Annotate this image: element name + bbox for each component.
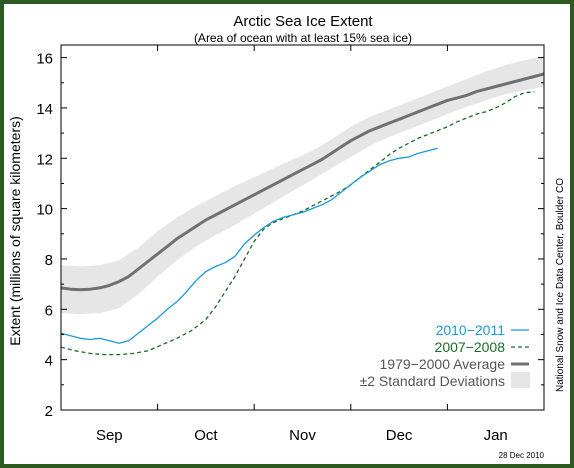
legend-label-3: ±2 Standard Deviations [360,373,505,389]
y-tick-label: 4 [45,353,53,370]
plot-border [60,44,545,411]
series-line-1 [60,90,535,356]
date-stamp: 28 Dec 2010 [499,451,545,460]
y-tick-label: 8 [45,252,53,269]
chart-subtitle: (Area of ocean with at least 15% sea ice… [194,31,412,45]
y-tick-label: 16 [36,51,53,68]
x-tick-label: Dec [386,427,413,444]
chart-title: Arctic Sea Ice Extent [233,13,373,30]
x-tick-label: Sep [96,427,123,444]
y-tick-label: 10 [36,202,53,219]
series-line-0 [60,147,438,344]
y-axis-label: Extent (millions of square kilometers) [7,116,23,346]
legend-label-2: 1979−2000 Average [380,356,506,372]
legend-label-1: 2007−2008 [435,339,506,355]
legend-label-0: 2010−2011 [436,322,506,338]
y-tick-label: 2 [45,403,53,420]
side-credit: National Snow and Ice Data Center, Bould… [555,178,566,392]
y-tick-label: 12 [36,151,53,168]
series-line-2 [60,72,545,292]
legend-swatch-3 [511,372,530,388]
x-tick-label: Oct [194,427,218,444]
x-tick-label: Jan [484,427,508,444]
std-dev-band [61,56,544,315]
y-tick-label: 6 [45,302,53,319]
x-tick-label: Nov [289,427,316,444]
y-tick-label: 14 [36,101,53,118]
